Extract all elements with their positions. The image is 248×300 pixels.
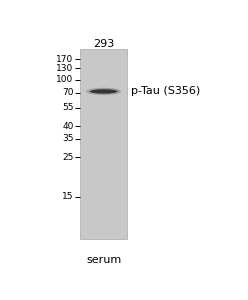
Text: p-Tau (S356): p-Tau (S356) xyxy=(131,86,200,96)
Text: 100: 100 xyxy=(56,75,74,84)
Ellipse shape xyxy=(86,88,121,95)
Text: 130: 130 xyxy=(56,64,74,73)
Text: 35: 35 xyxy=(62,134,74,143)
Text: 170: 170 xyxy=(56,55,74,64)
Text: 15: 15 xyxy=(62,192,74,201)
Ellipse shape xyxy=(90,89,118,94)
Text: 55: 55 xyxy=(62,103,74,112)
Text: serum: serum xyxy=(86,255,121,265)
Text: 40: 40 xyxy=(62,122,74,130)
Text: 70: 70 xyxy=(62,88,74,97)
Text: 293: 293 xyxy=(93,39,114,49)
Text: 25: 25 xyxy=(62,153,74,162)
Bar xyxy=(80,49,127,239)
